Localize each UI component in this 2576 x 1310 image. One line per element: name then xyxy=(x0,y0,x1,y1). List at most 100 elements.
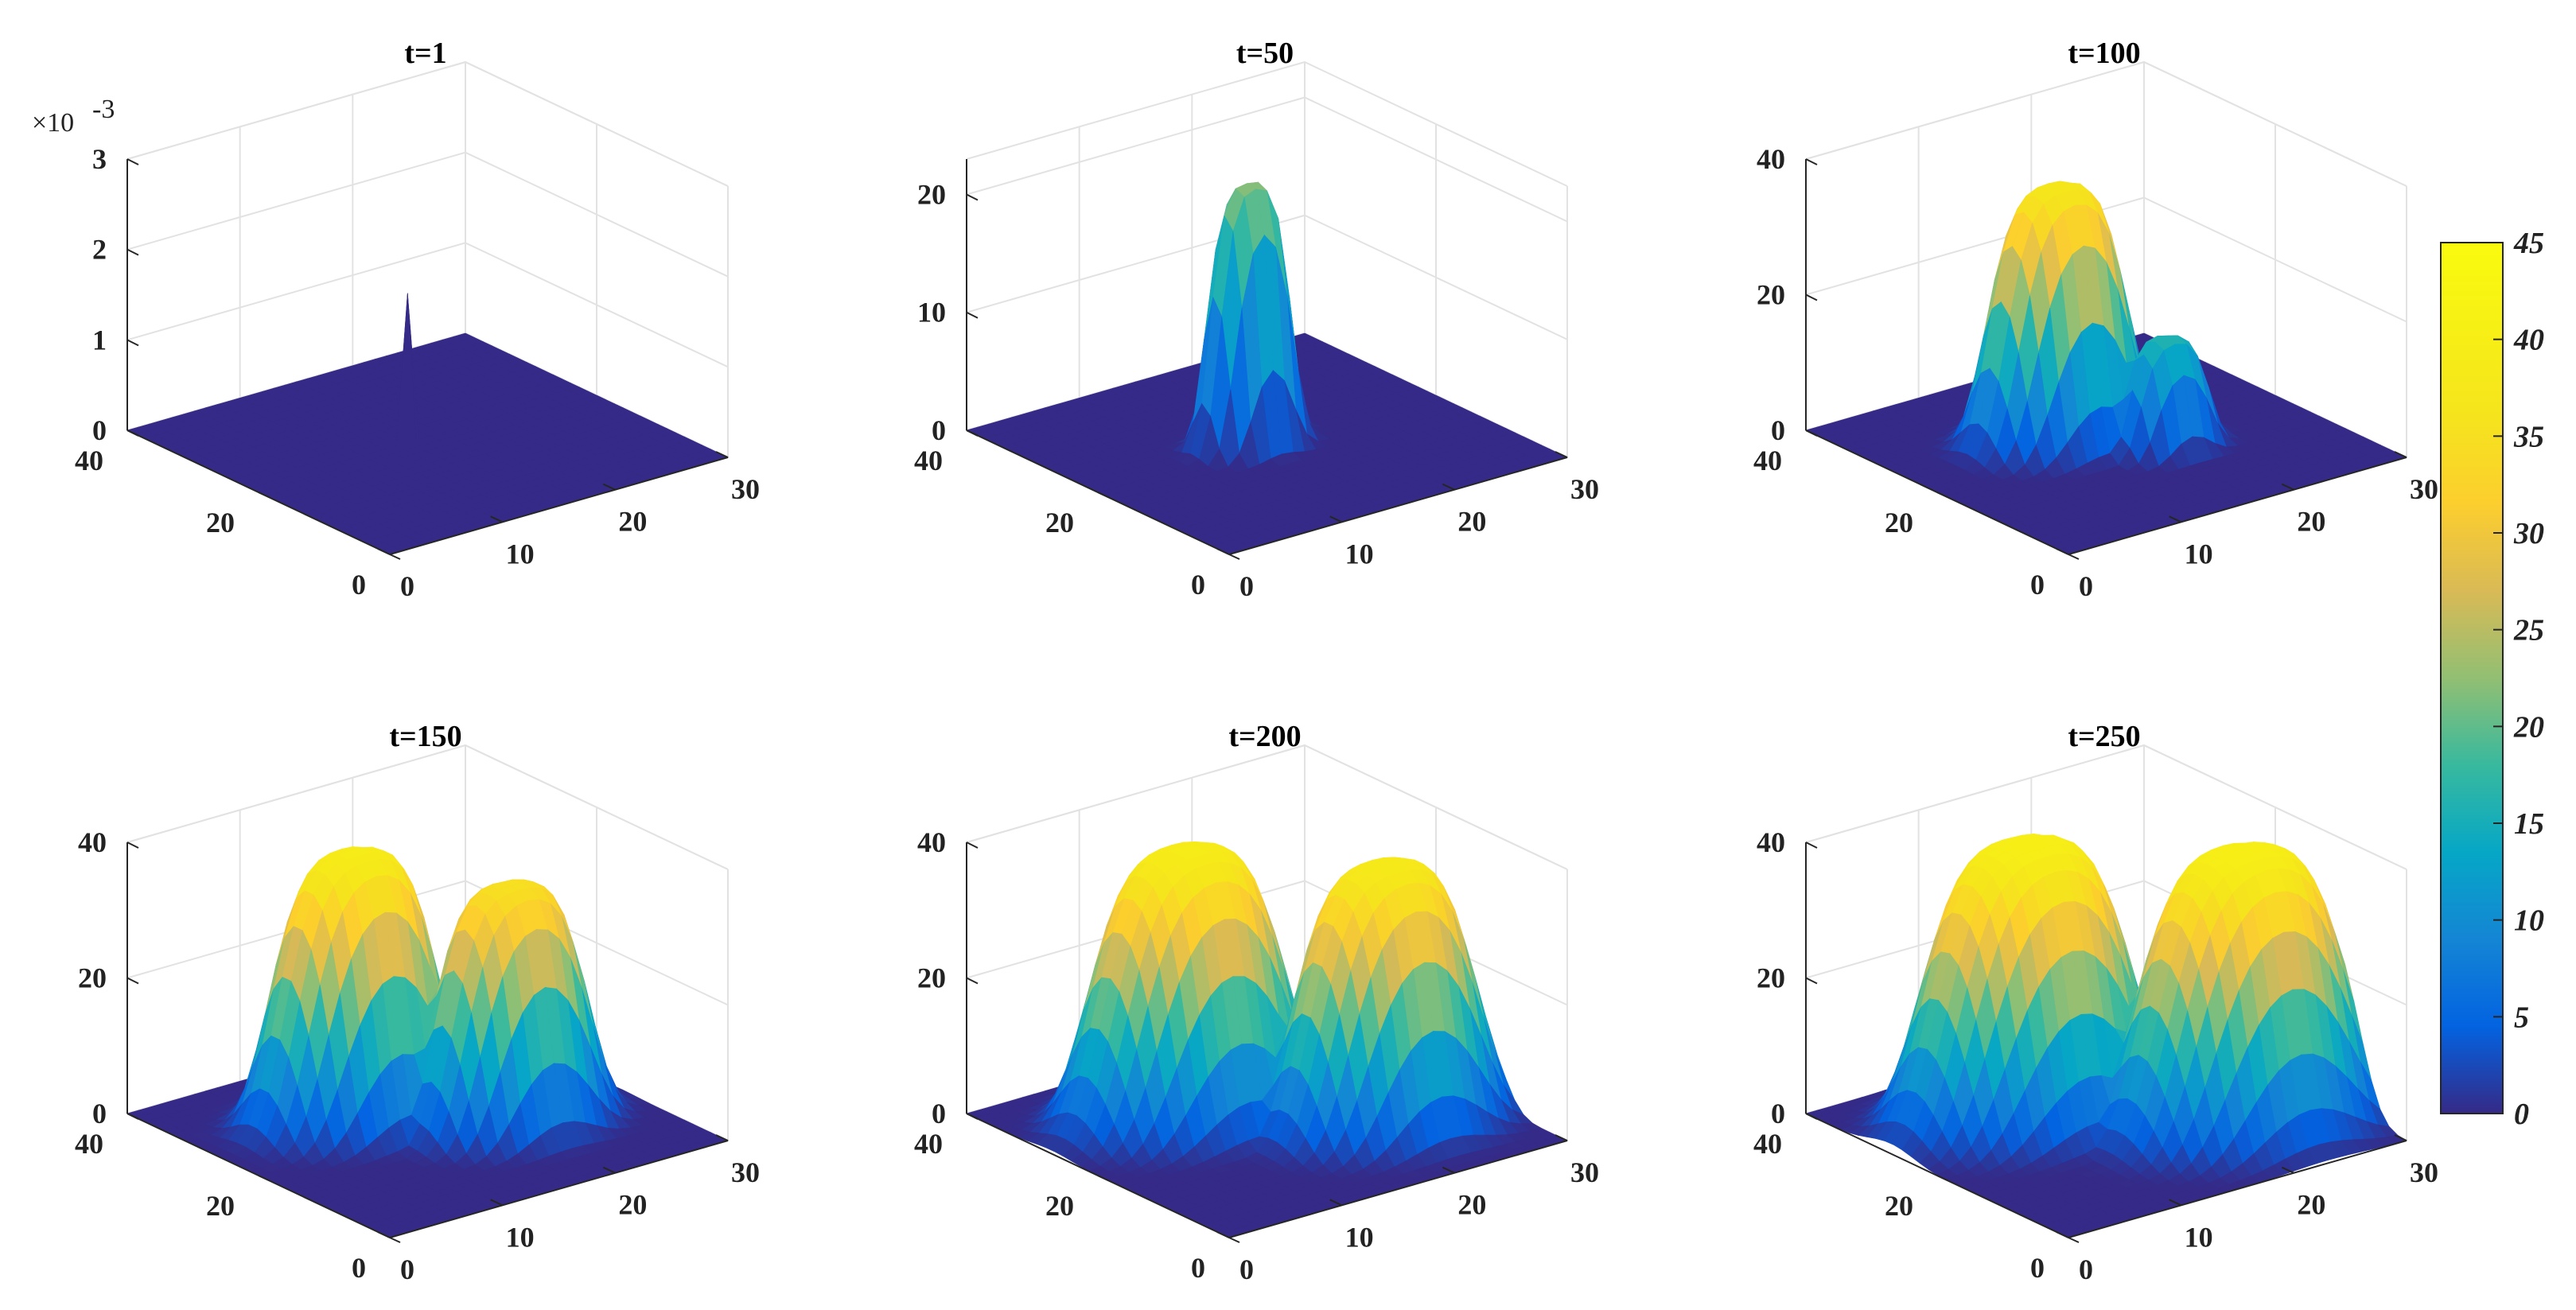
x-tick-label: 10 xyxy=(1345,1221,1374,1253)
x-tick-label: 10 xyxy=(2185,1221,2213,1253)
z-tick-label: 2 xyxy=(92,234,107,266)
x-tick-label: 30 xyxy=(2410,1156,2438,1188)
x-tick-label: 30 xyxy=(731,473,760,505)
colorbar-tick-label: 45 xyxy=(2513,227,2544,260)
y-tick-label: 0 xyxy=(1191,569,1205,601)
x-tick-label: 20 xyxy=(2297,506,2325,538)
surface xyxy=(1805,834,2407,1238)
surface xyxy=(966,841,1568,1238)
z-tick-label: 0 xyxy=(1771,414,1785,446)
surface xyxy=(1805,181,2407,555)
y-tick-label: 20 xyxy=(1045,1190,1074,1222)
x-tick-label: 20 xyxy=(2297,1189,2325,1221)
x-tick-label: 0 xyxy=(2079,1254,2093,1285)
surface xyxy=(126,846,729,1238)
y-tick-label: 40 xyxy=(75,445,103,476)
z-tick-label: 20 xyxy=(917,962,946,994)
z-tick-label: 0 xyxy=(932,414,946,446)
panel-title: t=1 xyxy=(404,37,446,70)
y-tick-label: 0 xyxy=(2030,1252,2045,1284)
colorbar-gradient xyxy=(2440,242,2504,1114)
x-tick-label: 20 xyxy=(618,506,647,538)
y-tick-label: 20 xyxy=(1045,507,1074,538)
panel-title: t=50 xyxy=(1236,37,1294,70)
z-tick-label: 20 xyxy=(1757,279,1785,311)
x-tick-label: 30 xyxy=(731,1156,760,1188)
surface xyxy=(126,293,729,555)
y-tick-label: 0 xyxy=(352,569,366,601)
z-tick-label: 0 xyxy=(932,1098,946,1129)
y-tick-label: 20 xyxy=(206,507,235,538)
z-tick-label: 40 xyxy=(78,826,107,858)
z-tick-label: 0 xyxy=(92,414,107,446)
x-tick-label: 0 xyxy=(2079,570,2093,602)
colorbar-tick-label: 10 xyxy=(2514,904,2544,938)
z-tick-label: 0 xyxy=(1771,1098,1785,1129)
z-tick-label: 10 xyxy=(917,297,946,328)
x-tick-label: 0 xyxy=(400,1254,414,1285)
x-tick-label: 20 xyxy=(1457,1189,1486,1221)
x-tick-label: 0 xyxy=(400,570,414,602)
x-tick-label: 30 xyxy=(2410,473,2438,505)
z-tick-label: 40 xyxy=(917,826,946,858)
colorbar-tick-label: 15 xyxy=(2514,807,2544,841)
z-tick-label: 20 xyxy=(78,962,107,994)
colorbar-tick-label: 35 xyxy=(2513,420,2544,453)
panel-title: t=150 xyxy=(389,720,461,753)
z-tick-label: 0 xyxy=(92,1098,107,1129)
x-tick-label: 30 xyxy=(1570,1156,1599,1188)
y-tick-label: 40 xyxy=(914,445,943,476)
axes-box xyxy=(126,744,729,1141)
y-tick-label: 0 xyxy=(352,1252,366,1284)
colorbar-tick-label: 30 xyxy=(2513,517,2544,550)
x-tick-label: 0 xyxy=(1239,570,1254,602)
z-exponent-label: ×10 xyxy=(32,108,74,138)
x-tick-label: 0 xyxy=(1239,1254,1254,1285)
y-tick-label: 40 xyxy=(1753,445,1782,476)
y-tick-label: 40 xyxy=(1753,1128,1782,1160)
colorbar-tick-label: 25 xyxy=(2513,614,2544,647)
y-tick-label: 0 xyxy=(2030,569,2045,601)
colorbar-tick-label: 5 xyxy=(2514,1001,2529,1034)
y-tick-label: 20 xyxy=(206,1190,235,1222)
z-tick-label: 20 xyxy=(917,178,946,210)
z-tick-label: 40 xyxy=(1757,143,1785,175)
x-tick-label: 20 xyxy=(1457,506,1486,538)
x-tick-label: 10 xyxy=(1345,538,1374,569)
surface xyxy=(966,181,1568,555)
x-tick-label: 10 xyxy=(2185,538,2213,569)
y-tick-label: 40 xyxy=(914,1128,943,1160)
panel-title: t=200 xyxy=(1228,720,1301,753)
z-tick-label: 40 xyxy=(1757,826,1785,858)
z-tick-label: 20 xyxy=(1757,962,1785,994)
colorbar-tick-label: 0 xyxy=(2514,1098,2529,1131)
y-tick-label: 20 xyxy=(1885,1190,1913,1222)
y-tick-label: 20 xyxy=(1885,507,1913,538)
x-tick-label: 20 xyxy=(618,1189,647,1221)
y-tick-label: 40 xyxy=(75,1128,103,1160)
colorbar: 0 5 10 15 20 25 30 35 40 45 xyxy=(2440,227,2544,1131)
panel-title: t=250 xyxy=(2068,720,2140,753)
x-tick-label: 10 xyxy=(506,538,535,569)
z-exponent-power: -3 xyxy=(92,95,115,124)
x-tick-label: 10 xyxy=(506,1221,535,1253)
x-tick-label: 30 xyxy=(1570,473,1599,505)
y-tick-label: 0 xyxy=(1191,1252,1205,1284)
colorbar-tick-label: 40 xyxy=(2513,324,2544,357)
panel-title: t=100 xyxy=(2068,37,2140,70)
colorbar-tick-label: 20 xyxy=(2513,710,2544,744)
